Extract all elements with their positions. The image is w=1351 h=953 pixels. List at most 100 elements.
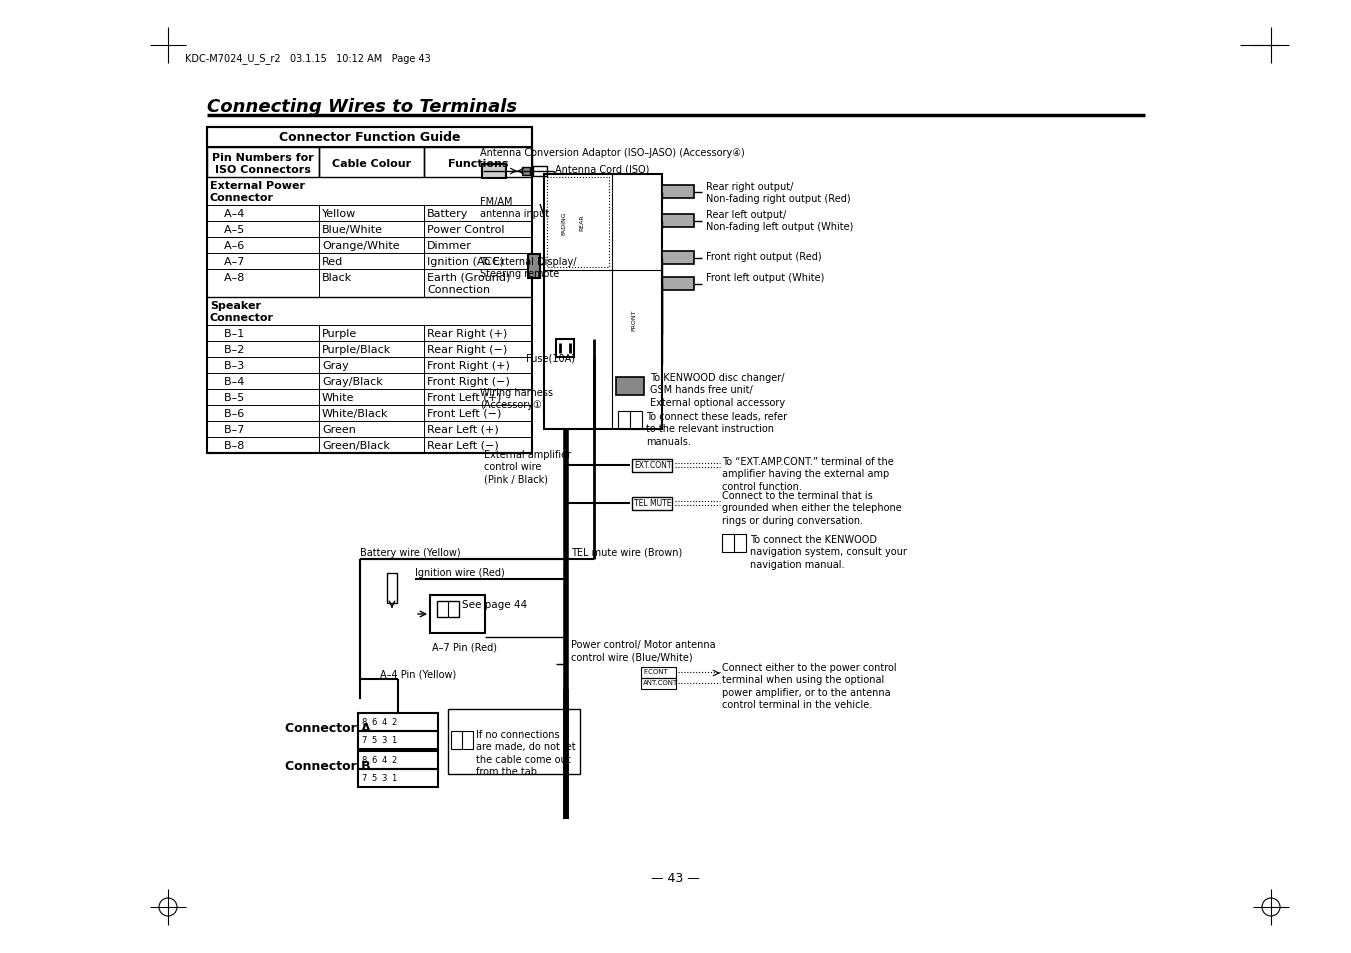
Text: KDC-M7024_U_S_r2   03.1.15   10:12 AM   Page 43: KDC-M7024_U_S_r2 03.1.15 10:12 AM Page 4…	[185, 53, 431, 64]
Text: B–7: B–7	[209, 424, 245, 435]
Text: Purple: Purple	[322, 329, 357, 338]
Text: 7: 7	[361, 735, 366, 744]
Text: Orange/White: Orange/White	[322, 241, 400, 251]
Text: Rear Right (−): Rear Right (−)	[427, 345, 507, 355]
Text: Front Right (−): Front Right (−)	[427, 376, 509, 387]
Text: Cable Colour: Cable Colour	[332, 159, 411, 169]
Text: FM/AM
antenna input: FM/AM antenna input	[480, 196, 549, 219]
Text: B–8: B–8	[209, 440, 245, 451]
Text: F.CONT: F.CONT	[643, 668, 667, 675]
Bar	[632, 459, 671, 473]
Text: Connect to the terminal that is
grounded when either the telephone
rings or duri: Connect to the terminal that is grounded…	[721, 491, 901, 525]
Text: A–8: A–8	[209, 273, 245, 283]
Text: To connect the KENWOOD
navigation system, consult your
navigation manual.: To connect the KENWOOD navigation system…	[750, 535, 907, 569]
Text: B–3: B–3	[209, 360, 245, 371]
Text: 4: 4	[381, 755, 386, 764]
Text: Battery wire (Yellow): Battery wire (Yellow)	[359, 547, 461, 558]
Text: FADING: FADING	[562, 211, 566, 234]
Text: Yellow: Yellow	[322, 209, 357, 219]
Text: External Power
Connector: External Power Connector	[209, 181, 305, 203]
Text: 3: 3	[381, 735, 386, 744]
Text: Rear right output/
Non-fading right output (Red): Rear right output/ Non-fading right outp…	[707, 182, 851, 204]
Bar	[207, 128, 532, 148]
Text: Earth (Ground)
Connection: Earth (Ground) Connection	[427, 273, 511, 295]
Text: Connector A: Connector A	[285, 721, 370, 734]
Text: 3: 3	[381, 773, 386, 782]
Bar	[451, 731, 473, 749]
Text: Battery: Battery	[427, 209, 469, 219]
Text: ANT.CONT: ANT.CONT	[643, 679, 678, 685]
Bar	[358, 713, 438, 731]
Text: Gray: Gray	[322, 360, 349, 371]
Bar	[207, 148, 319, 178]
Bar	[424, 148, 532, 178]
Text: To KENWOOD disc changer/
GSM hands free unit/
External optional accessory: To KENWOOD disc changer/ GSM hands free …	[650, 373, 785, 407]
Bar	[662, 252, 694, 265]
Text: Power Control: Power Control	[427, 225, 504, 234]
Text: TEL MUTE: TEL MUTE	[634, 498, 671, 507]
Text: Antenna Cord (ISO): Antenna Cord (ISO)	[555, 164, 650, 173]
Text: B–2: B–2	[209, 345, 245, 355]
Text: White/Black: White/Black	[322, 409, 389, 418]
Text: 2: 2	[392, 755, 397, 764]
Text: EXT.CONT: EXT.CONT	[634, 460, 671, 470]
Bar	[528, 254, 540, 278]
Text: Connect either to the power control
terminal when using the optional
power ampli: Connect either to the power control term…	[721, 662, 897, 709]
Text: Front left output (White): Front left output (White)	[707, 273, 824, 283]
Bar	[534, 167, 547, 177]
Bar	[482, 165, 507, 179]
Bar	[386, 574, 397, 603]
Text: Front right output (Red): Front right output (Red)	[707, 252, 821, 262]
Text: B–5: B–5	[209, 393, 245, 402]
Bar	[544, 174, 662, 430]
Text: 5: 5	[372, 773, 377, 782]
Text: Rear Left (+): Rear Left (+)	[427, 424, 499, 435]
Text: Gray/Black: Gray/Black	[322, 376, 382, 387]
Text: To connect these leads, refer
to the relevant instruction
manuals.: To connect these leads, refer to the rel…	[646, 412, 788, 446]
Text: A–7: A–7	[209, 256, 245, 267]
Text: To External Display/
Steering remote: To External Display/ Steering remote	[480, 256, 577, 279]
Text: A–6: A–6	[209, 241, 245, 251]
Text: 8: 8	[361, 755, 366, 764]
Bar	[662, 277, 694, 291]
Text: Connector Function Guide: Connector Function Guide	[278, 131, 461, 144]
Text: FRONT: FRONT	[631, 309, 636, 331]
Text: 8: 8	[361, 718, 366, 726]
Text: Connecting Wires to Terminals: Connecting Wires to Terminals	[207, 98, 517, 116]
Text: Dimmer: Dimmer	[427, 241, 471, 251]
Text: A–5: A–5	[209, 225, 245, 234]
Bar	[721, 535, 746, 553]
Text: — 43 —: — 43 —	[651, 871, 700, 884]
Text: External amplifier
control wire
(Pink / Black): External amplifier control wire (Pink / …	[484, 450, 571, 484]
Text: Front Right (+): Front Right (+)	[427, 360, 509, 371]
Text: To “EXT.AMP.CONT.” terminal of the
amplifier having the external amp
control fun: To “EXT.AMP.CONT.” terminal of the ampli…	[721, 456, 894, 492]
Text: B–1: B–1	[209, 329, 245, 338]
Text: 6: 6	[372, 755, 377, 764]
Text: A–7 Pin (Red): A–7 Pin (Red)	[432, 642, 497, 652]
Bar	[557, 339, 574, 357]
Text: Blue/White: Blue/White	[322, 225, 382, 234]
Text: 5: 5	[372, 735, 377, 744]
Text: Rear left output/
Non-fading left output (White): Rear left output/ Non-fading left output…	[707, 210, 854, 233]
Text: If no connections
are made, do not let
the cable come out
from the tab.: If no connections are made, do not let t…	[476, 729, 576, 777]
Bar	[436, 601, 459, 618]
Bar	[662, 186, 694, 199]
Bar	[358, 751, 438, 769]
Text: Power control/ Motor antenna
control wire (Blue/White): Power control/ Motor antenna control wir…	[571, 639, 716, 661]
Text: 1: 1	[392, 773, 397, 782]
Text: Front Left (+): Front Left (+)	[427, 393, 501, 402]
Text: 1: 1	[392, 735, 397, 744]
Text: Functions: Functions	[447, 159, 508, 169]
Bar	[319, 148, 424, 178]
Text: Fuse(10A): Fuse(10A)	[526, 354, 576, 364]
Bar	[521, 168, 530, 175]
Bar	[617, 412, 642, 430]
Bar	[640, 679, 676, 689]
Bar	[632, 497, 671, 511]
Text: Red: Red	[322, 256, 343, 267]
Text: Black: Black	[322, 273, 353, 283]
Text: 7: 7	[361, 773, 366, 782]
Text: B–4: B–4	[209, 376, 245, 387]
Bar	[616, 377, 644, 395]
Bar	[358, 769, 438, 787]
